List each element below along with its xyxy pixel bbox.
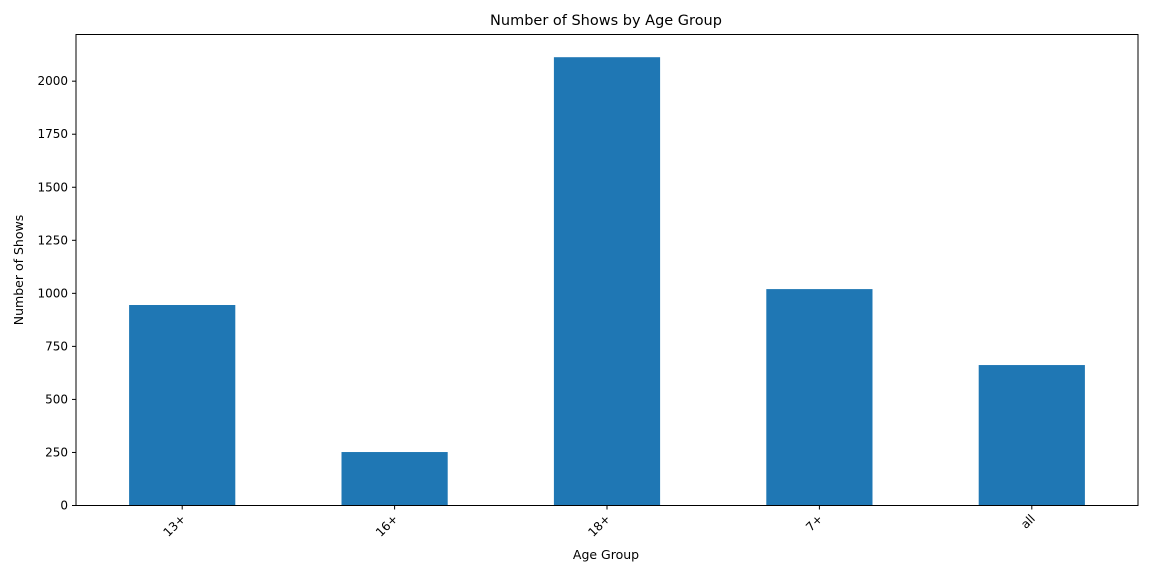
y-tick-label: 500	[45, 392, 68, 406]
y-tick-label: 1000	[37, 286, 68, 300]
y-tick-label: 2000	[37, 74, 68, 88]
x-tick-label: all	[1018, 512, 1038, 532]
x-axis-label: Age Group	[573, 547, 639, 562]
bar-18+	[553, 57, 661, 506]
x-axis: 13+ 16+ 18+ 7+ all	[161, 505, 1038, 540]
x-tick-label: 13+	[161, 512, 189, 540]
x-tick-label: 7+	[803, 512, 825, 534]
y-tick-label: 1250	[37, 233, 68, 247]
y-axis: 0 250 500 750 1000 1250 1500 1750 2000	[37, 74, 76, 513]
y-tick-label: 1500	[37, 180, 68, 194]
chart-title: Number of Shows by Age Group	[490, 13, 722, 29]
bar-13+	[129, 305, 236, 506]
y-tick-label: 1750	[37, 127, 68, 141]
bars-group	[129, 57, 1085, 506]
x-tick-label: 18+	[585, 512, 613, 540]
bar-7+	[766, 289, 873, 506]
y-tick-label: 750	[45, 339, 68, 353]
y-tick-label: 0	[60, 499, 68, 513]
x-tick-label: 16+	[373, 512, 401, 540]
plot-frame	[75, 34, 1139, 506]
bar-16+	[341, 452, 448, 506]
y-axis-label: Number of Shows	[11, 215, 26, 325]
y-tick-label: 250	[45, 445, 68, 459]
bar-all	[978, 365, 1085, 506]
